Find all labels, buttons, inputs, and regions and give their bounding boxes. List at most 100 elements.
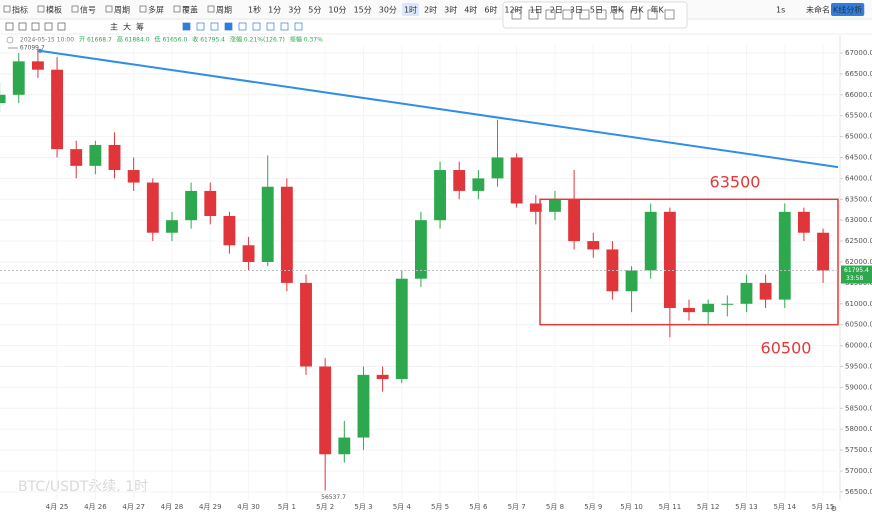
tool-icon[interactable] xyxy=(196,22,205,31)
timeframe-button[interactable]: 12时 xyxy=(504,5,522,15)
candle-body xyxy=(453,170,466,191)
x-tick-label: 5月 9 xyxy=(584,503,602,511)
tool-icon[interactable] xyxy=(294,22,303,31)
toolbar-icon xyxy=(105,5,113,13)
x-tick-label: 5月 15 xyxy=(812,503,835,511)
timeframe-button[interactable]: 1分 xyxy=(268,6,281,15)
x-tick-label: 4月 29 xyxy=(199,503,222,511)
candle-body xyxy=(204,190,217,217)
drawing-tool[interactable] xyxy=(664,9,675,20)
timeframe-button[interactable]: 15分 xyxy=(354,6,372,15)
tool-icon[interactable] xyxy=(31,22,40,31)
drawing-tool[interactable] xyxy=(528,9,539,20)
y-tick-label: 65000.0 xyxy=(845,133,872,141)
toolbar-button[interactable]: 周期 xyxy=(216,6,232,15)
timeframe-button[interactable]: 周K xyxy=(610,6,624,15)
timeframe-button[interactable]: 2时 xyxy=(424,5,437,15)
toolbar-icon xyxy=(173,5,181,13)
candle-body xyxy=(721,303,734,305)
sub-toolbar-button[interactable]: 主 xyxy=(110,22,118,32)
timeframe-button[interactable]: 1日 xyxy=(530,6,543,15)
x-tick-label: 5月 2 xyxy=(316,503,334,511)
candle-body xyxy=(242,245,255,262)
toolbar-button[interactable]: 覆盖 xyxy=(182,5,198,15)
tool-icon[interactable] xyxy=(210,22,219,31)
tool-icon[interactable] xyxy=(238,22,247,31)
x-tick-label: 5月 10 xyxy=(620,503,643,511)
tool-icon[interactable] xyxy=(182,22,191,31)
toolbar-button[interactable]: 信号 xyxy=(80,5,96,15)
timeframe-button[interactable]: 年K xyxy=(650,5,664,15)
toolbar-right-button[interactable]: 1s xyxy=(776,6,785,15)
toolbar-button[interactable]: 指标 xyxy=(12,5,28,15)
timeframe-button[interactable]: 4时 xyxy=(464,5,477,15)
x-tick-label: 5月 11 xyxy=(659,503,682,511)
candle-body xyxy=(338,437,351,455)
candle-body xyxy=(491,157,504,179)
y-tick-label: 58500.0 xyxy=(845,404,872,412)
timeframe-active xyxy=(401,3,420,16)
timeframe-button[interactable]: 5日 xyxy=(590,6,603,15)
toolbar-right-button[interactable]: K线分析 xyxy=(833,5,862,15)
toolbar-icon xyxy=(207,5,215,13)
toolbar-right-button[interactable]: 未命名 xyxy=(806,5,830,15)
candle-body xyxy=(70,149,83,166)
timeframe-button[interactable]: 2日 xyxy=(550,6,563,15)
candle-body xyxy=(166,220,178,233)
timeframe-button[interactable]: 30分 xyxy=(379,6,397,15)
timeframe-button[interactable]: 3分 xyxy=(288,6,301,15)
corner-icon[interactable]: ⚙ xyxy=(831,505,837,513)
tool-icon[interactable] xyxy=(57,22,66,31)
x-tick-label: 5月 4 xyxy=(393,503,412,511)
tool-icon[interactable] xyxy=(5,22,14,31)
toolbar-icon xyxy=(3,5,11,13)
candle-body xyxy=(300,282,312,367)
drawing-tool[interactable] xyxy=(562,9,573,20)
trend-line xyxy=(40,49,839,169)
tool-icon[interactable] xyxy=(252,22,261,31)
candle-body xyxy=(568,199,581,242)
annotation: 63500 xyxy=(710,173,761,192)
toolbar-button[interactable]: 模板 xyxy=(46,5,62,15)
timeframe-button[interactable]: 3时 xyxy=(444,5,457,15)
candle-body xyxy=(644,211,657,271)
y-tick-label: 64500.0 xyxy=(845,153,872,161)
drawing-tool[interactable] xyxy=(596,9,607,20)
toolbar-button[interactable]: 周期 xyxy=(114,6,130,15)
candle-body xyxy=(0,94,6,104)
sub-toolbar-button[interactable]: 筹 xyxy=(136,22,144,32)
y-tick-label: 67000.0 xyxy=(845,49,872,57)
timeframe-button[interactable]: 3日 xyxy=(570,6,583,15)
drawing-tool[interactable] xyxy=(647,9,658,20)
drawing-toolbar[interactable] xyxy=(502,1,688,29)
tool-icon[interactable] xyxy=(18,22,27,31)
candle-body xyxy=(683,307,695,313)
drawing-tool[interactable] xyxy=(613,9,624,20)
timeframe-button[interactable]: 6时 xyxy=(484,5,497,15)
timeframe-button[interactable]: 月K xyxy=(630,6,644,15)
sub-toolbar-button[interactable]: 大 xyxy=(123,22,131,32)
timeframe-button[interactable]: 10分 xyxy=(328,6,346,15)
candle-body xyxy=(319,366,332,455)
tool-icon[interactable] xyxy=(44,22,53,31)
drawing-tool[interactable] xyxy=(545,9,556,20)
candle-body xyxy=(510,157,523,204)
drawing-tool[interactable] xyxy=(579,9,590,20)
drawing-tool[interactable] xyxy=(511,9,522,20)
timeframe-button[interactable]: 5分 xyxy=(308,6,321,15)
toolbar-icon xyxy=(139,5,147,13)
toolbar-button[interactable]: 多屏 xyxy=(148,5,164,15)
x-tick-label: 4月 27 xyxy=(122,503,145,511)
tool-icon[interactable] xyxy=(266,22,275,31)
candle-body xyxy=(472,178,485,191)
timeframe-button[interactable]: 1秒 xyxy=(248,5,261,15)
drawing-tool[interactable] xyxy=(630,9,641,20)
timeframe-button[interactable]: 1时 xyxy=(404,5,417,15)
tool-icon[interactable] xyxy=(280,22,289,31)
candle-body xyxy=(376,374,389,380)
low-marker: 56537.7 xyxy=(321,494,346,501)
y-tick-label: 59000.0 xyxy=(845,383,872,391)
y-tick-label: 56500.0 xyxy=(845,488,872,496)
tool-icon[interactable] xyxy=(224,22,233,31)
